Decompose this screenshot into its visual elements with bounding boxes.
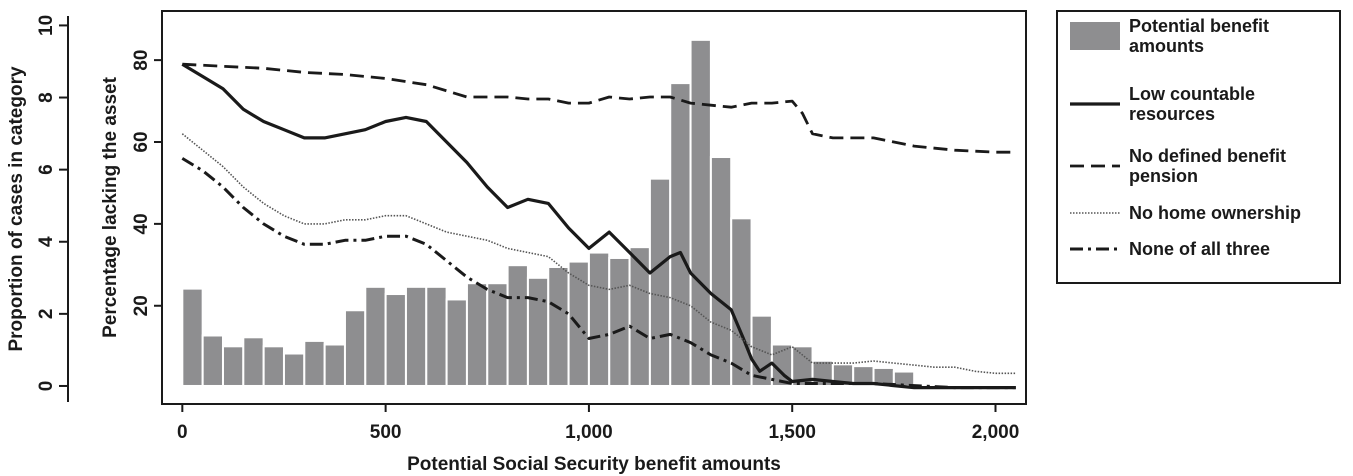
left-y-tick-label: 2: [36, 309, 57, 320]
histogram-bar: [201, 334, 224, 387]
histogram-bar: [892, 370, 916, 387]
histogram-bar: [282, 352, 306, 387]
series-line: [182, 62, 1016, 154]
left-y-tick-label: 4: [36, 236, 57, 247]
legend-label: amounts: [1129, 36, 1204, 56]
histogram-bar: [608, 256, 631, 387]
x-axis: 0 500 1,000 1,500 2,000: [177, 404, 1019, 443]
histogram-bar: [384, 293, 407, 387]
histogram-bar: [445, 298, 468, 387]
histogram-bar: [343, 309, 367, 387]
left-y-tick-label: 0: [36, 381, 57, 392]
histogram-bar: [303, 339, 326, 387]
x-tick-label: 2,000: [972, 422, 1020, 443]
right-y-axis-title: Percentage lacking the asset: [100, 76, 121, 338]
histogram-bar: [221, 345, 245, 387]
histogram-bar: [648, 177, 672, 387]
x-axis-title: Potential Social Security benefit amount…: [407, 454, 781, 475]
x-tick-label: 500: [370, 422, 402, 443]
histogram-bar: [425, 285, 448, 387]
left-y-axis-title: Proportion of cases in category: [6, 66, 27, 351]
histogram-bar: [323, 343, 346, 387]
series-lines: [181, 62, 1016, 390]
left-y-axis: 0 2 4 6 8 10: [36, 15, 69, 402]
left-y-tick-label: 6: [36, 164, 57, 175]
histogram-bar: [262, 345, 285, 387]
histogram-bar: [689, 38, 712, 387]
x-tick-label: 1,500: [768, 422, 816, 443]
legend-label: resources: [1129, 104, 1215, 124]
histogram-bar: [181, 287, 204, 387]
right-y-tick-label: 20: [131, 295, 152, 316]
legend-label: No home ownership: [1129, 203, 1301, 223]
histogram-bars: [181, 38, 916, 387]
histogram-bar: [709, 156, 733, 387]
legend-box: [1056, 10, 1341, 284]
legend-label: No defined benefit: [1129, 146, 1286, 166]
histogram-bar: [526, 276, 550, 387]
legend-label: Potential benefit: [1129, 16, 1269, 36]
histogram-bar: [364, 285, 387, 387]
right-y-tick-label: 60: [131, 131, 152, 152]
series-line: [181, 157, 1016, 390]
histogram-bar: [730, 217, 753, 387]
legend-swatch-bar: [1070, 22, 1120, 50]
legend-label: None of all three: [1129, 239, 1270, 259]
histogram-bar: [587, 251, 611, 387]
histogram-bar: [242, 336, 265, 387]
x-tick-label: 0: [177, 422, 188, 443]
legend-label: Low countable: [1129, 84, 1255, 104]
right-y-axis: 20 40 60 80: [131, 50, 162, 316]
left-y-tick-label: 10: [36, 15, 57, 36]
histogram-bar: [486, 282, 509, 387]
x-tick-label: 1,000: [565, 422, 613, 443]
legend-label: pension: [1129, 166, 1198, 186]
histogram-bar: [547, 265, 570, 387]
histogram-bar: [506, 264, 529, 387]
series-line: [181, 133, 1016, 375]
left-y-tick-label: 8: [36, 92, 57, 103]
right-y-tick-label: 40: [131, 213, 152, 234]
histogram-bar: [567, 260, 590, 387]
histogram-bar: [465, 282, 489, 387]
histogram-bar: [404, 285, 428, 387]
right-y-tick-label: 80: [131, 50, 152, 71]
